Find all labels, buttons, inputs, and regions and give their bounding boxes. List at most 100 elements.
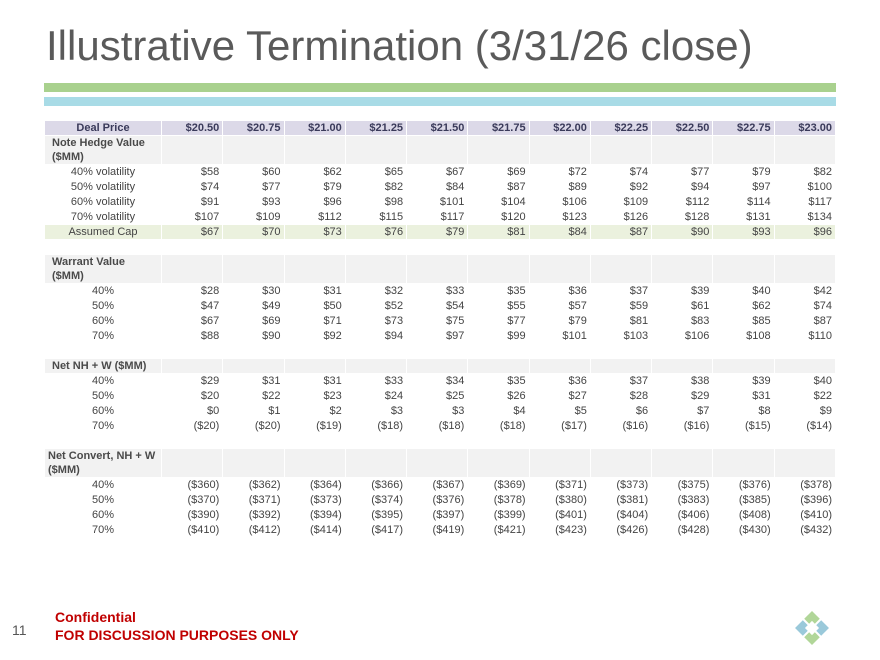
- value-cell: ($364): [310, 479, 342, 491]
- value-cell: $90: [652, 225, 713, 239]
- value-cell: ($417): [371, 524, 404, 536]
- empty-cell: [590, 359, 652, 373]
- value-cell: $104: [501, 196, 526, 208]
- empty-cell: [407, 136, 468, 164]
- value-cell: $79: [752, 166, 771, 178]
- table-row: Assumed Cap $67 $70 $73 $76 $79 $81 $84 $87 $90 $9…: [45, 225, 835, 239]
- value-cell: $117: [440, 211, 465, 223]
- spacer-row: [45, 240, 835, 254]
- value-cell: $134: [807, 211, 832, 223]
- section-title: Net NH + W ($MM): [45, 359, 161, 373]
- value-cell: $28: [629, 390, 649, 402]
- value-cell: $84: [529, 225, 590, 239]
- value-cell: $101: [439, 196, 465, 208]
- value-cell: ($362): [248, 479, 281, 491]
- value-cell: ($360): [187, 479, 220, 491]
- value-cell: $106: [562, 196, 587, 208]
- value-cell: ($17): [561, 420, 587, 432]
- value-cell: $117: [808, 196, 832, 208]
- value-cell: $40: [813, 375, 832, 387]
- value-cell: $79: [407, 225, 468, 239]
- table-row: 70% volatility $107 $109 $112 $115 $117 $120 $1…: [45, 210, 835, 224]
- value-cell: $49: [262, 300, 281, 312]
- value-cell: $67: [200, 315, 220, 327]
- empty-cell: [468, 449, 529, 477]
- accent-bar-green: [44, 83, 836, 92]
- value-cell: ($380): [555, 494, 587, 506]
- value-cell: $115: [379, 211, 404, 223]
- table-row: 50% volatility $74 $77 $79 $82 $84 $87 $89 $92 $9…: [45, 180, 835, 194]
- table-row: 60% volatility $91 $93 $96 $98 $101 $104 $106 $1…: [45, 195, 835, 209]
- empty-cell: [162, 359, 223, 373]
- empty-cell: [284, 255, 345, 283]
- value-cell: $77: [507, 315, 526, 327]
- value-cell: $29: [691, 390, 710, 402]
- value-cell: $3: [390, 405, 404, 417]
- value-cell: $123: [562, 211, 587, 223]
- value-cell: $100: [807, 181, 832, 193]
- deal-price-cell: $22.00: [529, 121, 590, 135]
- value-cell: $76: [345, 225, 407, 239]
- value-cell: ($414): [310, 524, 342, 536]
- value-cell: $109: [623, 196, 649, 208]
- value-cell: $22: [262, 390, 281, 402]
- value-cell: $70: [223, 225, 284, 239]
- value-cell: $55: [507, 300, 526, 312]
- row-label: 60% volatility: [70, 196, 136, 208]
- value-cell: ($394): [310, 509, 342, 521]
- value-cell: $62: [752, 300, 771, 312]
- section-title: Note Hedge Value ($MM): [45, 136, 161, 164]
- empty-cell: [652, 136, 713, 164]
- value-cell: ($419): [432, 524, 465, 536]
- value-cell: ($15): [744, 420, 771, 432]
- empty-cell: [529, 449, 590, 477]
- table-row: 60% $67 $69 $71 $73 $75 $77 $79 $81 $83 $85 $87: [45, 314, 835, 328]
- value-cell: $82: [384, 181, 404, 193]
- value-cell: $9: [819, 405, 832, 417]
- value-cell: $54: [445, 300, 465, 312]
- empty-cell: [590, 449, 652, 477]
- value-cell: $7: [697, 405, 710, 417]
- deal-price-cell: $21.25: [345, 121, 407, 135]
- deal-price-cell: $20.50: [162, 121, 223, 135]
- value-cell: $33: [445, 285, 465, 297]
- value-cell: $92: [629, 181, 649, 193]
- value-cell: ($20): [193, 420, 220, 432]
- value-cell: ($404): [616, 509, 649, 521]
- value-cell: $83: [691, 315, 710, 327]
- spacer-row: [45, 344, 835, 358]
- empty-cell: [468, 136, 529, 164]
- value-cell: $89: [568, 181, 587, 193]
- value-cell: $30: [262, 285, 281, 297]
- value-cell: $59: [629, 300, 649, 312]
- empty-cell: [774, 359, 835, 373]
- value-cell: $27: [568, 390, 587, 402]
- value-cell: ($16): [683, 420, 710, 432]
- value-cell: $2: [329, 405, 342, 417]
- value-cell: $32: [384, 285, 404, 297]
- value-cell: $33: [384, 375, 404, 387]
- value-cell: $47: [200, 300, 220, 312]
- deal-price-cell: $22.75: [713, 121, 774, 135]
- value-cell: $31: [323, 285, 342, 297]
- value-cell: $28: [200, 285, 220, 297]
- value-cell: $92: [323, 330, 342, 342]
- value-cell: ($385): [738, 494, 771, 506]
- empty-cell: [407, 359, 468, 373]
- value-cell: ($397): [432, 509, 465, 521]
- value-cell: $88: [200, 330, 220, 342]
- value-cell: $3: [452, 405, 465, 417]
- value-cell: $67: [445, 166, 465, 178]
- value-cell: $126: [623, 211, 649, 223]
- empty-cell: [713, 136, 774, 164]
- section-header-row: Net NH + W ($MM): [45, 359, 835, 373]
- value-cell: ($18): [499, 420, 526, 432]
- row-label: Assumed Cap: [45, 225, 161, 239]
- section-header-row: Warrant Value ($MM): [45, 255, 835, 283]
- value-cell: $36: [568, 285, 587, 297]
- empty-cell: [713, 449, 774, 477]
- value-cell: ($366): [371, 479, 404, 491]
- value-cell: $96: [323, 196, 342, 208]
- value-cell: $79: [568, 315, 587, 327]
- value-cell: ($373): [310, 494, 342, 506]
